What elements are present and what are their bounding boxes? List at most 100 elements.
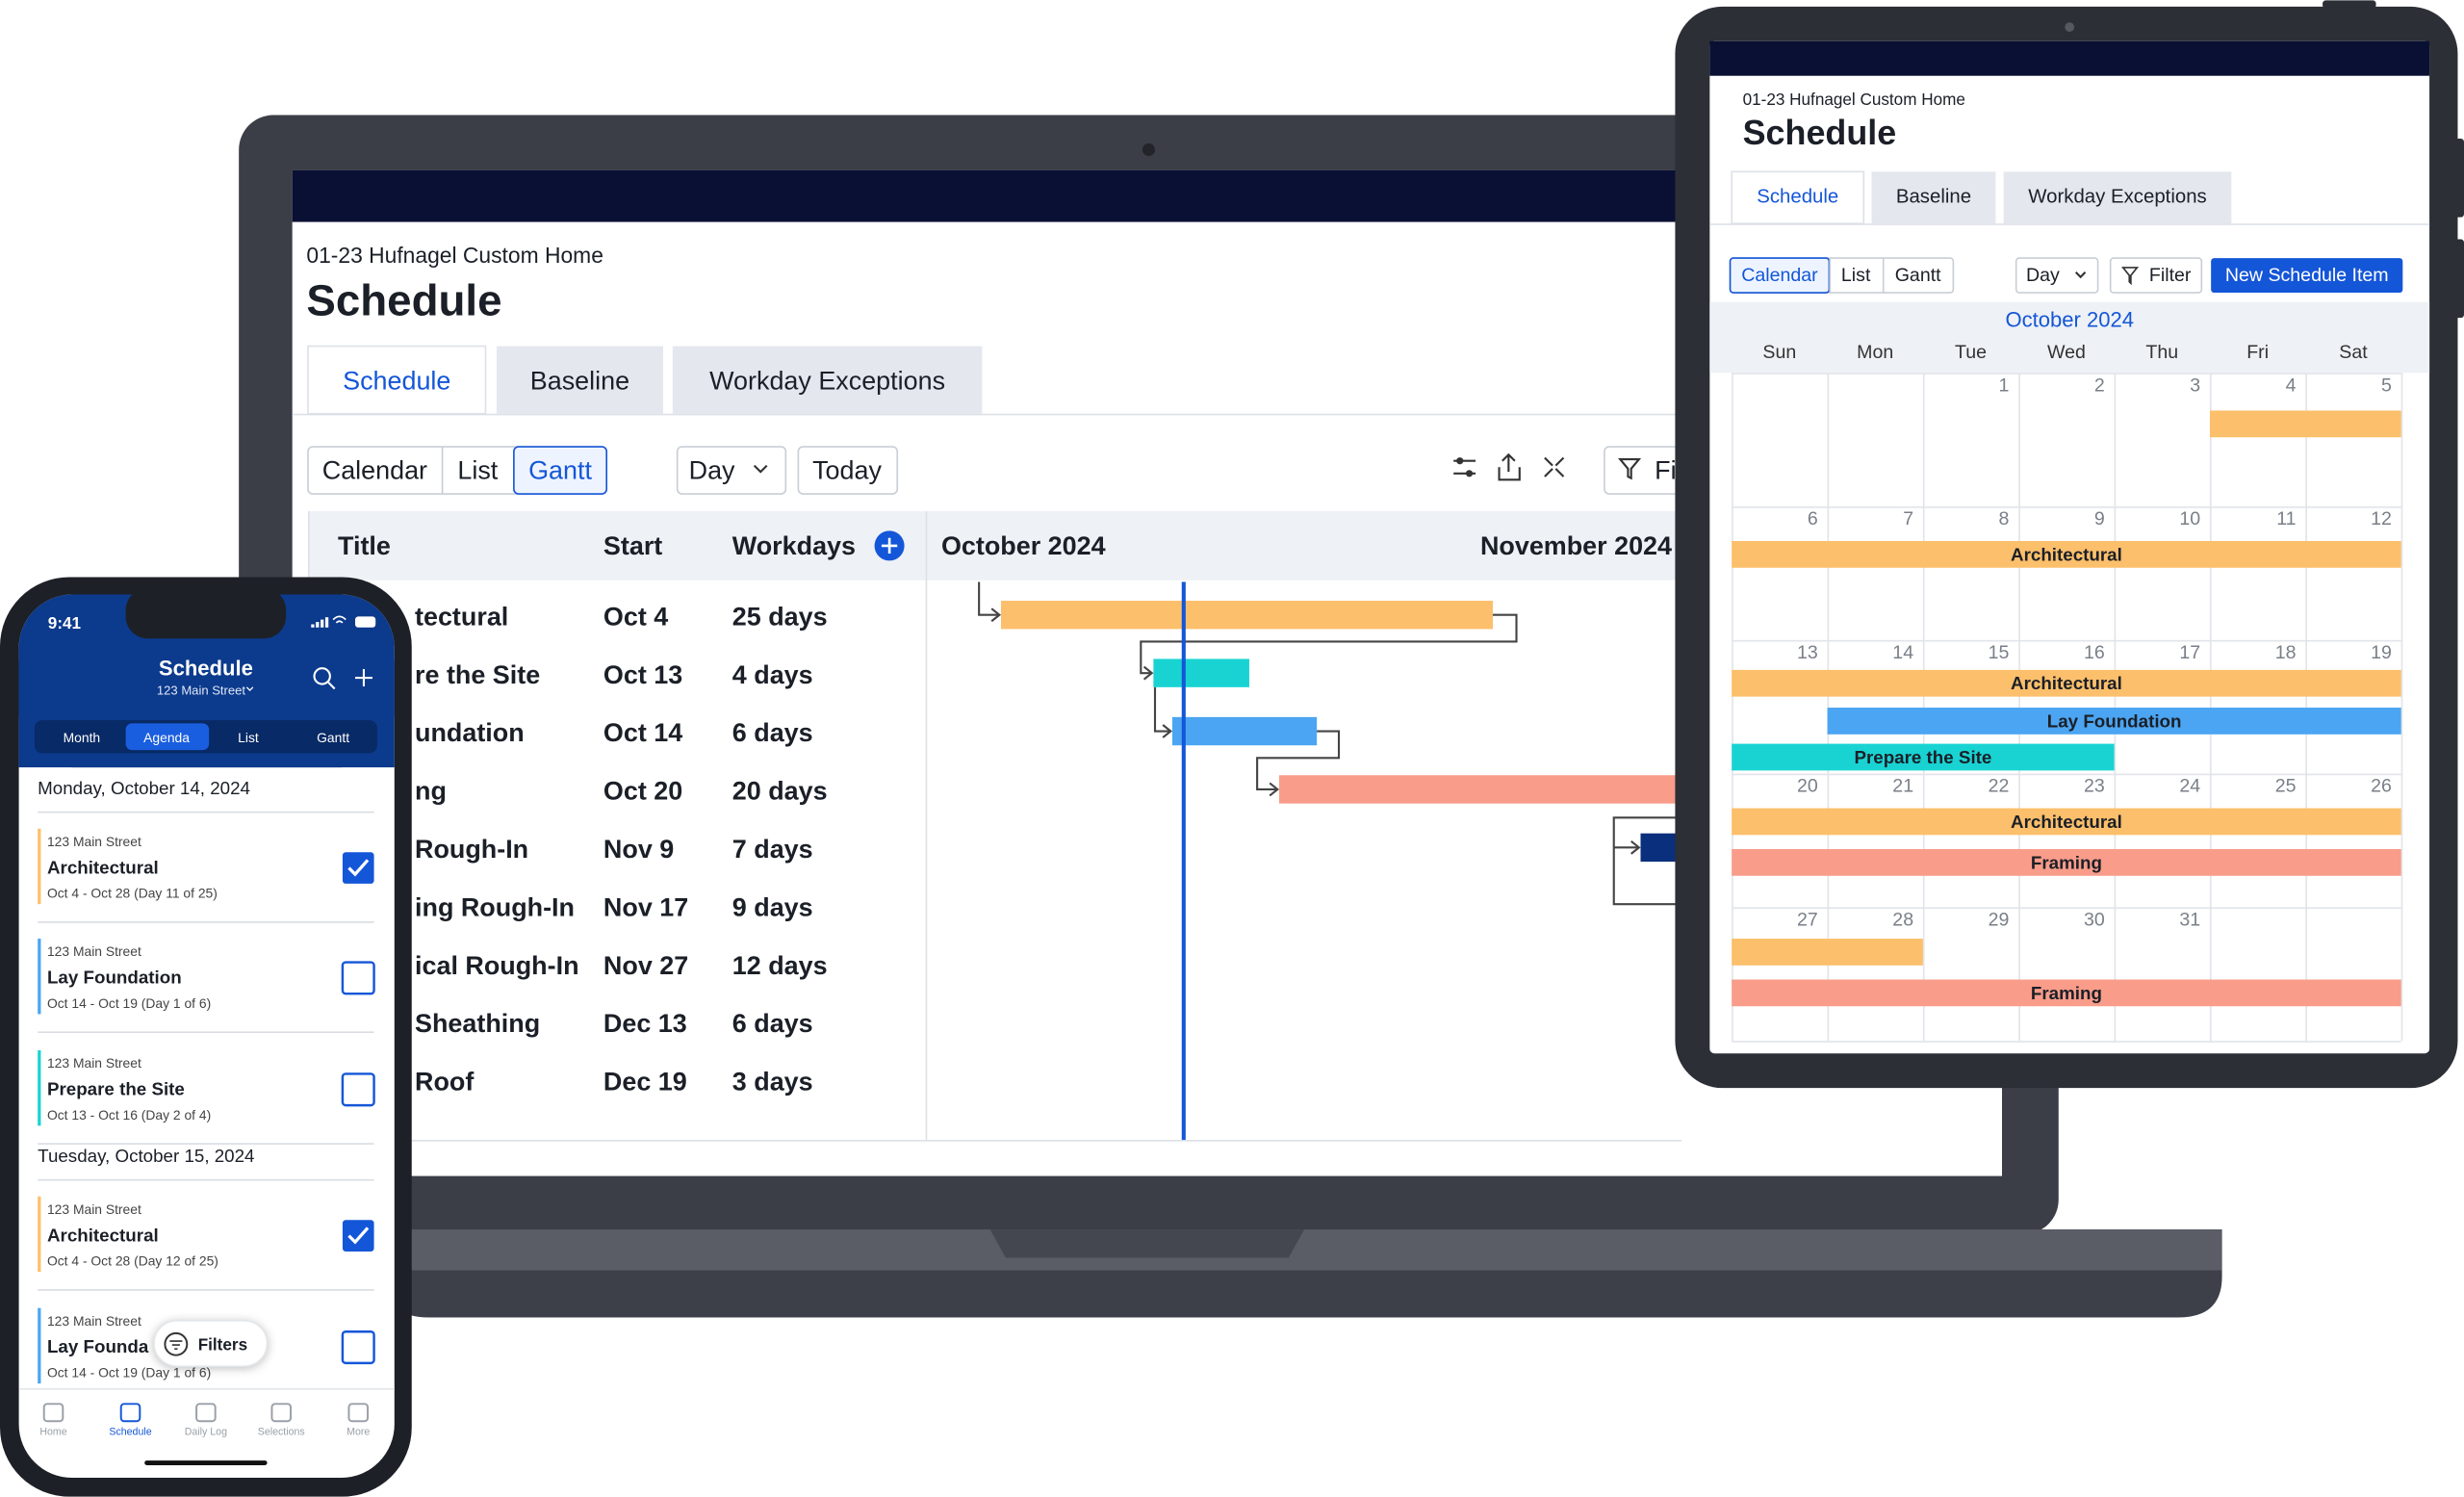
nav-label[interactable]: Selections [258,1427,305,1438]
tab-label[interactable]: Workday Exceptions [2028,186,2207,207]
view-button[interactable]: Gantt [528,456,592,485]
date: 5 [2381,374,2392,396]
checkbox[interactable] [342,852,374,884]
period-label[interactable]: Day [2026,265,2060,286]
view-button[interactable]: List [457,456,498,485]
filter-label[interactable]: Fi [1655,456,1676,485]
grid-header [308,510,1681,581]
event-label[interactable]: Architectural [2011,812,2122,832]
item-title[interactable]: Prepare the Site [47,1078,185,1098]
checkbox[interactable] [341,961,375,995]
grid-line [1827,373,1830,1042]
nav-label[interactable]: Home [39,1427,66,1438]
filters-pill[interactable] [153,1319,269,1367]
nav-icon[interactable] [195,1403,217,1423]
tab-label[interactable]: Workday Exceptions [709,366,945,395]
nav-label[interactable]: More [346,1427,370,1438]
checkbox[interactable] [341,1329,375,1365]
weekday: Mon [1857,342,1893,363]
calendar-event[interactable] [1732,939,1923,966]
view-button[interactable]: Calendar [322,456,427,485]
segment[interactable]: Agenda [143,730,190,745]
row-workdays: 9 days [732,892,813,921]
tab-divider [292,413,1681,416]
event-label[interactable]: Prepare the Site [1854,747,1991,767]
month-header: October 2024 [941,531,1106,560]
tab-label[interactable]: Schedule [343,366,450,395]
tab-label[interactable]: Schedule [1757,186,1838,207]
view-button[interactable]: Gantt [1895,265,1941,286]
nav-label[interactable]: Daily Log [185,1427,227,1438]
tab[interactable] [307,345,487,415]
view-button[interactable]: List [1841,265,1871,286]
date: 27 [1797,909,1818,930]
arrow [1630,839,1641,855]
checkbox[interactable] [342,1220,374,1252]
period-dropdown[interactable] [676,446,787,495]
dependency [1153,686,1171,733]
segment[interactable]: List [238,730,259,745]
new-item-label[interactable]: New Schedule Item [2225,265,2389,286]
nav-icon[interactable] [42,1403,64,1423]
filter-icon [2121,267,2140,286]
tab-label[interactable]: Baseline [530,366,629,395]
event-label[interactable]: Framing [2031,852,2102,872]
calendar-event[interactable] [1732,848,2401,876]
item-address: 123 Main Street [47,1201,141,1217]
gantt-bar [1171,716,1318,746]
tab-divider [1709,223,2430,225]
nav-icon[interactable] [347,1403,370,1423]
filter-label[interactable]: Filter [2149,265,2192,286]
date: 25 [2275,776,2297,797]
calendar-event[interactable] [1827,708,2401,735]
calendar-event[interactable] [1732,743,2115,771]
event-label[interactable]: Architectural [2011,673,2122,693]
today-label[interactable]: Today [812,456,882,485]
divider [38,1031,374,1034]
nav-icon[interactable] [270,1403,293,1423]
event-label[interactable]: Lay Foundation [2047,710,2182,731]
calendar-event[interactable] [1732,669,2401,697]
period-dropdown[interactable] [2015,257,2099,294]
row-start: Oct 13 [603,660,682,689]
tab[interactable] [672,346,983,414]
phone-screen [18,594,395,1479]
calendar-event[interactable] [1732,808,2401,836]
tab[interactable] [1871,171,1996,224]
nav-icon[interactable] [119,1403,141,1423]
checkbox[interactable] [341,1072,375,1107]
calendar-event[interactable] [1732,979,2401,1007]
view-button[interactable]: Calendar [1741,265,1818,286]
grid-line [2400,373,2403,1042]
gantt-bar [1001,601,1494,630]
divider [38,1178,374,1181]
tab-label[interactable]: Baseline [1896,186,1971,207]
tab[interactable] [2003,171,2232,224]
weekday: Sat [2339,342,2368,363]
item-title[interactable]: Lay Founda [47,1336,149,1356]
calendar-event[interactable] [2209,410,2401,438]
nav-label[interactable]: Schedule [109,1427,151,1438]
item-title[interactable]: Architectural [47,1225,159,1245]
dependency [1140,613,1518,675]
calendar-event[interactable] [1732,540,2401,568]
item-title[interactable]: Lay Foundation [47,968,182,988]
period-label[interactable]: Day [689,456,735,485]
segment[interactable]: Month [64,730,101,745]
segment[interactable]: Gantt [317,730,349,745]
filters-label[interactable]: Filters [198,1334,247,1354]
new-item-button[interactable] [2211,258,2403,294]
row-title: Sheathing [415,1009,540,1038]
search-icon[interactable] [313,667,331,685]
row-title: re the Site [415,660,540,689]
tab[interactable] [1731,170,1865,225]
date: 28 [1892,909,1913,930]
today-button[interactable] [797,446,899,495]
event-label[interactable]: Architectural [2011,544,2122,564]
tab[interactable] [496,346,663,414]
item-address: 123 Main Street [47,834,141,849]
item-title[interactable]: Architectural [47,857,159,877]
event-label[interactable]: Framing [2031,983,2102,1003]
gantt-bar [1640,833,1681,863]
item-address: 123 Main Street [47,943,141,959]
